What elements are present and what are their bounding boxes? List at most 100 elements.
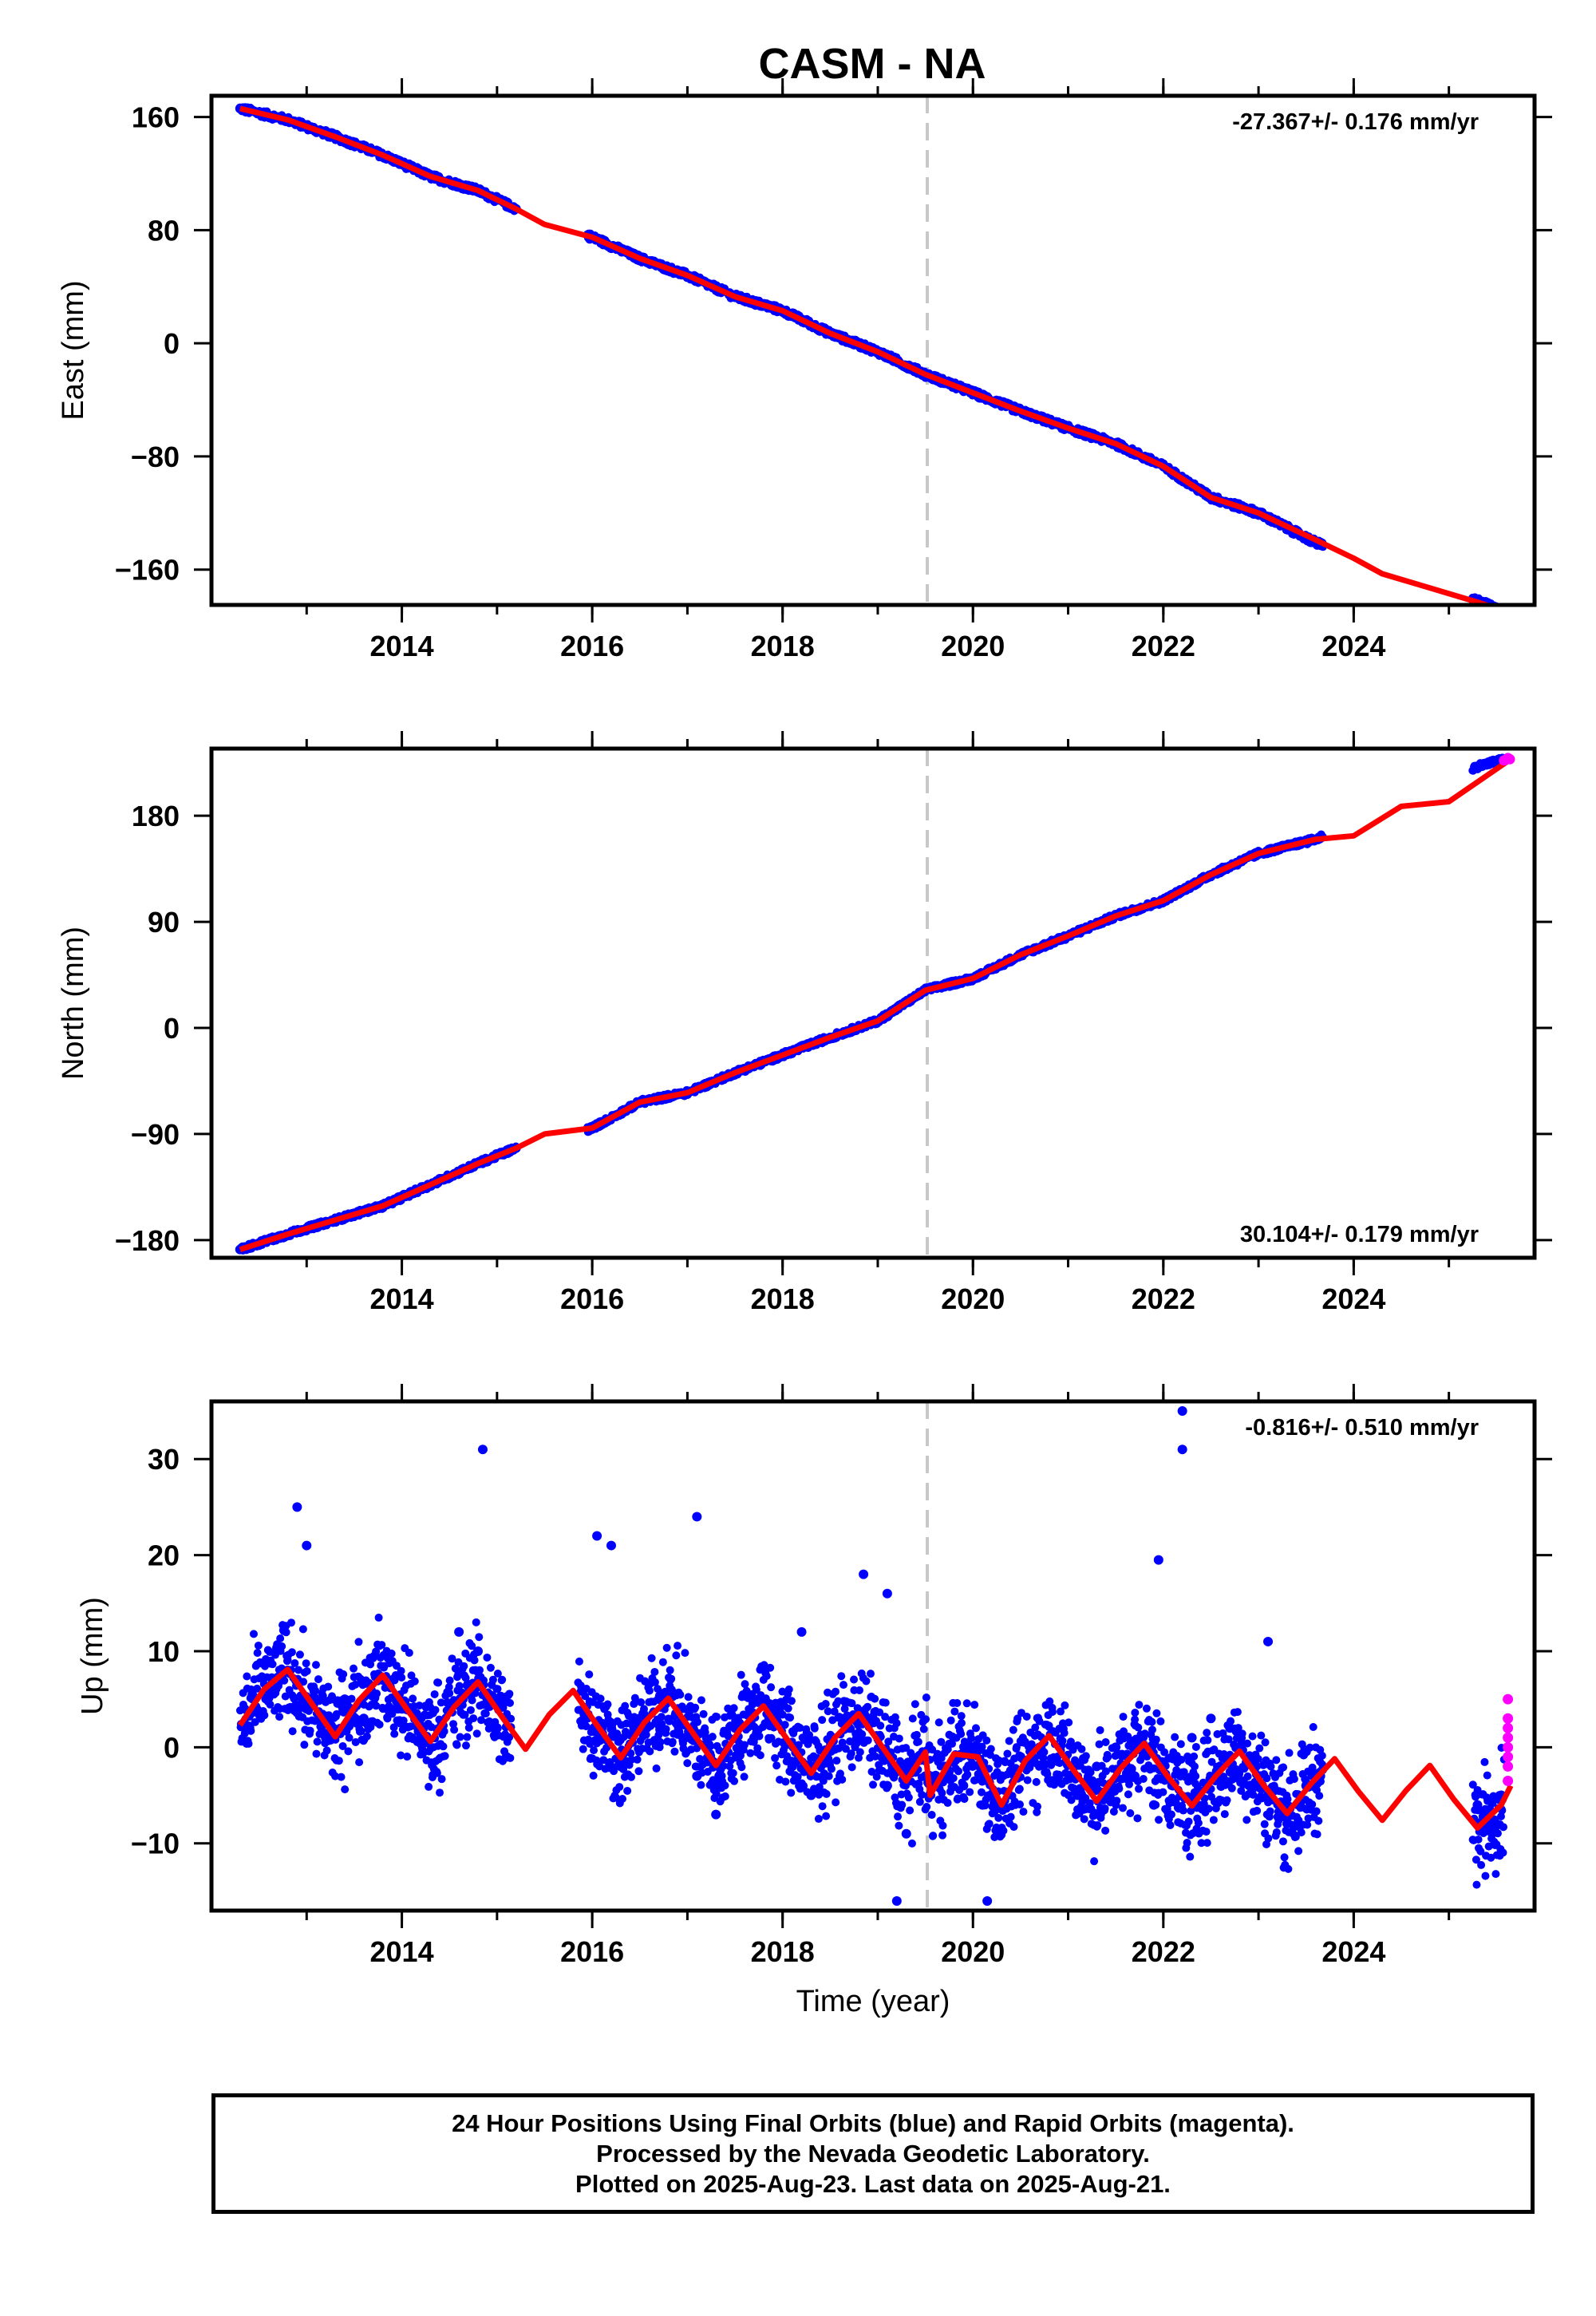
north-y-tick-label: 180 [132,800,180,832]
up-daily-point [437,1698,445,1707]
north-x-tick-label: 2024 [1321,1282,1385,1315]
up-daily-point [691,1703,700,1712]
up-daily-point [589,1771,598,1780]
up-daily-point [767,1733,776,1742]
up-daily-point [493,1669,502,1678]
up-daily-point [331,1772,340,1780]
up-daily-point [452,1741,461,1749]
up-daily-point [375,1720,384,1729]
up-daily-point [746,1749,755,1757]
east-rapid-orbit-points [1499,607,1515,620]
up-daily-point [403,1753,412,1761]
up-daily-point [287,1648,296,1657]
up-daily-point [334,1757,343,1765]
up-daily-point [693,1717,702,1726]
north-x-tick-label: 2016 [560,1282,624,1315]
up-daily-point [582,1722,591,1731]
up-daily-point [585,1670,594,1679]
up-daily-point [268,1660,277,1669]
up-daily-point [627,1755,636,1764]
up-daily-point [507,1714,516,1723]
up-daily-point [324,1682,333,1691]
up-daily-point [596,1694,605,1703]
up-daily-point [311,1661,320,1670]
north-x-tick-label: 2014 [370,1282,434,1315]
up-daily-point [667,1674,676,1683]
north-y-tick-label: 90 [148,906,180,939]
up-daily-point [721,1792,729,1800]
up-daily-point [579,1745,587,1753]
up-daily-point [374,1613,383,1622]
up-daily-point [460,1662,468,1670]
up-daily-point [302,1666,311,1675]
up-daily-point [299,1678,308,1686]
up-daily-point [440,1752,449,1761]
up-daily-point [737,1670,745,1679]
up-daily-point [658,1658,667,1666]
up-daily-point [460,1710,469,1719]
up-daily-point [332,1709,341,1718]
east-daily-point [1497,610,1505,618]
up-daily-point [634,1767,643,1776]
up-daily-point [294,1666,302,1674]
up-daily-point [665,1717,674,1725]
up-daily-point [650,1667,659,1676]
up-daily-point [275,1713,284,1721]
up-daily-point [397,1674,406,1682]
up-daily-point [498,1675,507,1684]
up-daily-point [730,1777,739,1785]
up-daily-point [756,1751,764,1760]
up-daily-point [350,1664,358,1673]
up-daily-point [486,1663,495,1672]
up-daily-point [461,1741,470,1750]
up-daily-point [650,1678,659,1686]
up-daily-point [793,1773,802,1781]
up-daily-point [505,1733,514,1741]
up-daily-point [276,1634,285,1642]
up-daily-point [339,1670,348,1678]
east-model-line [239,105,1495,605]
up-daily-point [266,1700,275,1709]
up-daily-point [433,1769,441,1777]
up-daily-point [724,1704,733,1713]
up-daily-point [354,1638,363,1646]
north-rapid-orbit-points [1499,753,1515,766]
north-y-tick-label: −90 [131,1118,180,1151]
up-daily-point [436,1788,444,1797]
up-daily-point [590,1746,598,1755]
up-daily-point [253,1649,262,1658]
up-daily-point [787,1697,796,1705]
up-daily-point [767,1683,776,1692]
east-plot-area [235,96,1515,620]
up-daily-point [389,1723,398,1732]
up-daily-point [407,1671,416,1680]
north-rapid-point [1504,753,1515,765]
north-final-point [1472,761,1483,772]
up-daily-point [729,1769,737,1777]
north-x-tick-label: 2020 [941,1282,1005,1315]
east-daily-point [1495,607,1503,615]
up-daily-point [493,1685,502,1694]
east-rapid-point [1504,607,1515,617]
up-daily-point [645,1686,654,1695]
up-daily-point [708,1733,717,1741]
up-daily-point [456,1733,464,1741]
up-daily-point [472,1729,481,1738]
up-daily-point [445,1689,454,1697]
north-model-line [239,757,1513,1253]
up-daily-point [415,1701,424,1710]
up-daily-point [302,1659,310,1668]
up-final-orbit-points [235,1406,1508,1906]
up-daily-point [637,1697,646,1706]
east-rapid-point [1499,608,1509,619]
up-daily-point [298,1625,307,1634]
east-daily-point [1498,608,1506,616]
up-daily-point [373,1690,381,1698]
east-x-tick-label: 2020 [941,630,1005,662]
north-y-tick-label: 0 [164,1012,180,1045]
up-daily-point [314,1675,322,1684]
up-daily-point [627,1773,636,1781]
up-daily-point [469,1714,478,1723]
